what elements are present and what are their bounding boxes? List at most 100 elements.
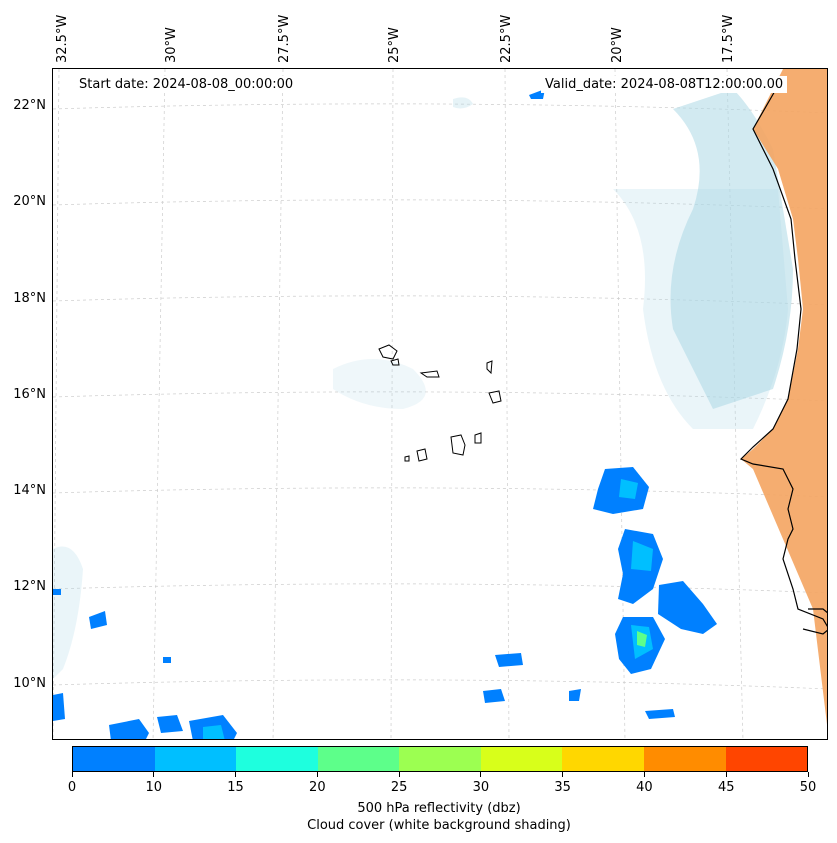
parallel-14n	[53, 487, 827, 498]
colorbar-segment-1	[154, 747, 237, 771]
reflectivity-cell-sw-3-core	[203, 725, 225, 739]
colorbar-tick-3	[316, 772, 318, 777]
lat-label-18n: 18°N	[13, 291, 46, 306]
reflectivity-cell-central-1	[495, 653, 523, 667]
cloud-cover-central	[333, 359, 426, 409]
lat-label-22n: 22°N	[13, 98, 46, 113]
lat-label-12n: 12°N	[13, 579, 46, 594]
map-canvas	[53, 69, 827, 739]
colorbar-tick-label-5: 30	[472, 780, 490, 795]
reflectivity-cell-west-1	[89, 611, 107, 629]
cloud-cover-west	[53, 546, 83, 679]
reflectivity-cell-sw-2	[157, 715, 183, 733]
africa-land	[741, 69, 827, 725]
meridian-25w	[390, 69, 394, 739]
reflectivity-cell-east-2-core	[631, 541, 653, 571]
colorbar-segment-6	[562, 747, 644, 771]
island-santiago	[450, 434, 466, 456]
colorbar-tick-9	[807, 772, 809, 777]
parallel-10n	[53, 679, 827, 690]
colorbar-tick-2	[235, 772, 237, 777]
reflectivity-cell-west-3	[53, 589, 61, 595]
island-sao-vicente	[390, 358, 400, 366]
colorbar-tick-6	[562, 772, 564, 777]
colorbar-segment-2	[236, 747, 318, 771]
colorbar-tick-0	[71, 772, 73, 777]
colorbar-tick-label-7: 40	[636, 780, 653, 795]
colorbar-segment-3	[317, 747, 400, 771]
islands	[378, 344, 502, 462]
land	[741, 69, 827, 725]
lat-label-20n: 20°N	[13, 194, 46, 209]
cloud-cover-coastal	[670, 89, 793, 409]
island-sao-nicolau	[419, 370, 440, 378]
reflectivity-cell-east-4-peak	[637, 631, 647, 647]
gridlines	[53, 69, 827, 739]
meridian-27.5w	[272, 69, 284, 739]
colorbar-tick-8	[725, 772, 727, 777]
reflectivity-cell-west-4	[163, 657, 171, 663]
reflectivity-cell-sw-1	[109, 719, 149, 739]
island-brava	[404, 455, 410, 462]
lon-label-27.5w: 27.5°W	[277, 14, 292, 63]
parallel-22n	[53, 103, 827, 114]
parallel-16n	[53, 391, 827, 402]
island-santo-antao	[378, 344, 398, 360]
colorbar-tick-label-4: 25	[390, 780, 408, 795]
colorbar-tick-label-9: 50	[799, 780, 817, 795]
reflectivity-cell-east-1-core	[619, 479, 638, 499]
meridian-17.5w	[726, 69, 744, 739]
cloud-cover-north	[453, 97, 473, 109]
colorbar-label: 500 hPa reflectivity (dbz)	[357, 801, 521, 816]
island-boa-vista	[488, 390, 502, 404]
coastline	[739, 76, 827, 635]
lon-label-32.5w: 32.5°W	[55, 14, 70, 63]
meridian-32.5w	[53, 69, 60, 739]
cloud-cover-coastal-outer	[613, 189, 788, 429]
colorbar-tick-label-0: 0	[67, 780, 77, 795]
reflectivity-cell-central-3	[569, 689, 581, 701]
reflectivity-cell-central-2	[483, 689, 505, 703]
meridian-22.5w	[504, 69, 510, 739]
lat-label-16n: 16°N	[13, 387, 46, 402]
colorbar-tick-5	[480, 772, 482, 777]
valid-date-label: Valid_date: 2024-08-08T12:00:00.00	[541, 76, 788, 93]
coastline-south-inlet	[808, 608, 827, 614]
island-maio	[474, 432, 482, 444]
colorbar-segment-7	[643, 747, 726, 771]
colorbar-tick-label-3: 20	[309, 780, 326, 795]
reflectivity-cells	[53, 89, 717, 739]
lon-label-20w: 20°W	[610, 27, 625, 63]
meridian-30w	[152, 69, 166, 739]
island-fogo	[416, 448, 428, 462]
lon-label-22.5w: 22.5°W	[499, 14, 514, 63]
lat-label-10n: 10°N	[13, 676, 46, 691]
lat-label-14n: 14°N	[13, 483, 46, 498]
parallel-20n	[53, 199, 827, 210]
map-area[interactable]	[52, 68, 828, 740]
start-date-label: Start date: 2024-08-08_00:00:00	[75, 76, 298, 93]
parallel-18n	[53, 295, 827, 306]
colorbar-segment-5	[480, 747, 563, 771]
colorbar-segment-4	[399, 747, 481, 771]
lon-label-25w: 25°W	[387, 27, 402, 63]
colorbar-tick-4	[398, 772, 400, 777]
cloud-cover	[53, 89, 793, 679]
parallel-12n	[53, 583, 827, 594]
colorbar-segment-0	[73, 747, 155, 771]
colorbar-tick-1	[153, 772, 155, 777]
colorbar-tick-label-8: 45	[717, 780, 735, 795]
reflectivity-cell-central-4	[645, 709, 675, 719]
colorbar-tick-label-6: 35	[554, 780, 571, 795]
coastline-south-bay	[802, 628, 827, 635]
reflectivity-cell-west-2	[53, 693, 65, 721]
island-sal	[486, 360, 493, 375]
reflectivity-colorbar	[72, 746, 808, 772]
colorbar-sublabel: Cloud cover (white background shading)	[307, 818, 571, 833]
colorbar-tick-label-2: 15	[227, 780, 244, 795]
colorbar-tick-7	[643, 772, 645, 777]
africa-coastline	[739, 76, 827, 627]
reflectivity-cell-east-3	[658, 581, 717, 634]
lon-label-30w: 30°W	[164, 27, 179, 63]
colorbar-segment-8	[725, 747, 808, 771]
